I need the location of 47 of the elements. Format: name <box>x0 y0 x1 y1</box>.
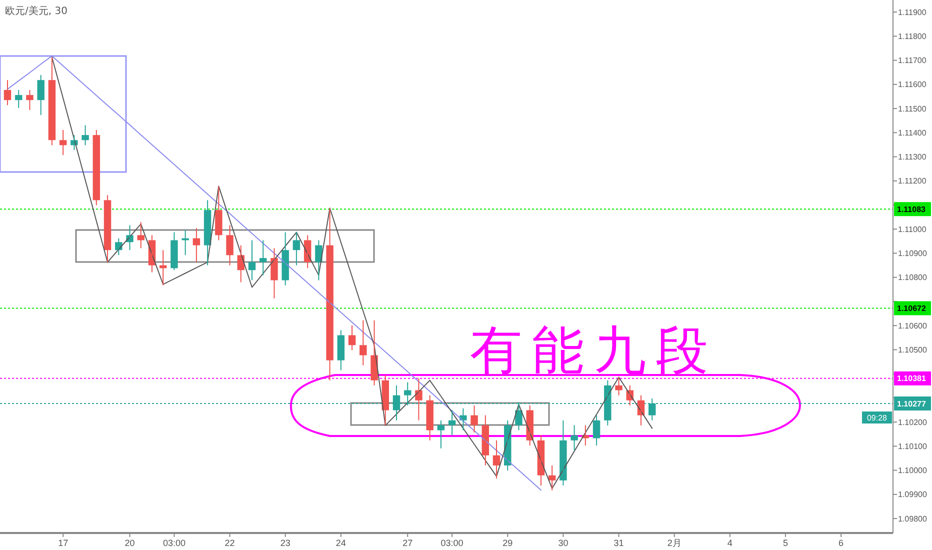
candlestick <box>437 420 445 449</box>
y-tick-label: 1.11000 <box>898 224 927 234</box>
x-tick-label: 03:00 <box>162 538 186 548</box>
x-tick-label: 20 <box>124 538 135 548</box>
x-tick-label: 03:00 <box>440 538 464 548</box>
ref-line-label: 1.10672 <box>897 304 926 314</box>
x-tick-label: 31 <box>614 538 624 548</box>
y-tick-label: 1.11900 <box>898 8 927 17</box>
candlestick <box>170 232 178 271</box>
x-tick-label: 30 <box>558 538 568 548</box>
x-tick-label: 5 <box>782 538 788 548</box>
y-tick-label: 1.10500 <box>898 346 928 355</box>
y-tick-label: 1.11400 <box>898 128 927 138</box>
x-tick-label: 6 <box>838 538 844 548</box>
text: 欧元/美元, 30 <box>5 5 68 17</box>
x-tick-label: 27 <box>402 538 413 548</box>
y-tick-label: 1.10100 <box>898 442 928 451</box>
annotation: 09:28 <box>866 413 888 422</box>
y-tick-label: 1.11300 <box>898 152 927 162</box>
annotation: 有能九段 <box>470 321 718 381</box>
x-tick-label: 24 <box>336 538 346 548</box>
candlestick <box>226 224 234 266</box>
y-tick-label: 1.10000 <box>898 466 928 476</box>
candlestick <box>426 394 434 441</box>
x-tick-label: 17 <box>58 538 68 548</box>
ref-line-label: 1.10381 <box>897 374 926 384</box>
candlestick <box>360 320 367 366</box>
x-tick-label: 29 <box>502 538 513 548</box>
ref-line-label: 1.11083 <box>897 204 926 214</box>
x-tick-label: 22 <box>224 538 235 548</box>
x-tick-label: 23 <box>280 538 290 548</box>
x-tick-label: 2月 <box>667 538 682 548</box>
candlestick <box>37 74 44 116</box>
y-tick-label: 1.11700 <box>898 56 927 66</box>
ref-line-label: 1.10277 <box>897 399 926 408</box>
y-tick-label: 1.10600 <box>898 321 928 330</box>
y-tick-label: 1.11500 <box>898 104 927 114</box>
y-tick-label: 1.10800 <box>898 273 928 282</box>
y-tick-label: 1.11200 <box>898 176 927 186</box>
y-tick-label: 1.09800 <box>898 514 928 524</box>
line-series <box>51 56 653 489</box>
y-tick-label: 1.11800 <box>898 32 927 41</box>
y-tick-label: 1.10200 <box>898 418 928 427</box>
y-tick-label: 1.11600 <box>898 80 927 90</box>
y-tick-label: 1.10900 <box>898 249 928 258</box>
x-tick-label: 4 <box>727 538 732 548</box>
y-tick-label: 1.09900 <box>898 490 928 500</box>
